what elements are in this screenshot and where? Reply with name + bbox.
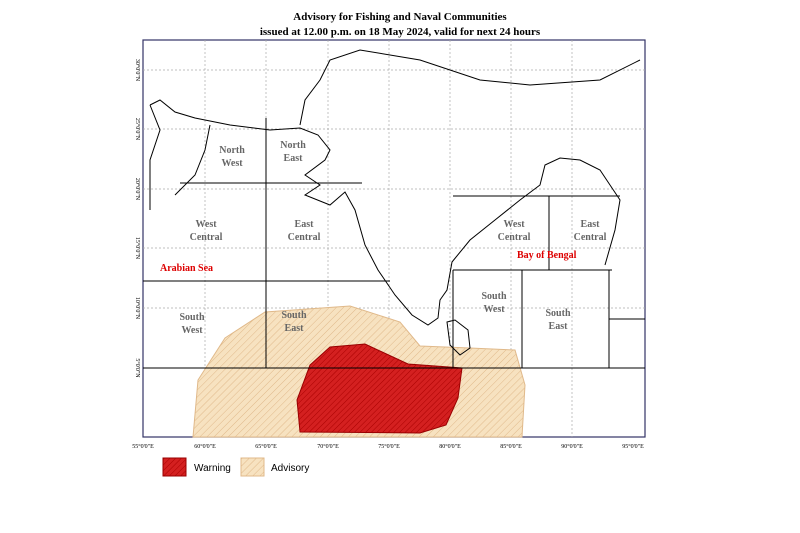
region-label: Central [498,232,531,243]
lat-label: 20°0'0"N [134,178,141,201]
region-label: Central [190,232,223,243]
region-label: East [549,321,569,332]
coastline [149,104,211,210]
lat-label: 15°0'0"N [134,237,141,260]
sea-label: Arabian Sea [160,263,213,274]
region-label: East [295,219,315,230]
lon-label: 60°0'0"E [194,443,216,450]
legend-label: Advisory [271,463,309,474]
lon-label: 75°0'0"E [378,443,400,450]
lon-label: 55°0'0"E [132,443,154,450]
region-label: South [545,308,570,319]
lon-label: 85°0'0"E [500,443,522,450]
region-label: East [284,153,304,164]
lat-label: 5°0'0"N [134,358,141,378]
lon-label: 90°0'0"E [561,443,583,450]
legend-swatch [240,457,265,477]
region-label: East [581,219,601,230]
region-label: West [503,219,525,230]
region-label: Central [574,232,607,243]
lon-label: 70°0'0"E [317,443,339,450]
legend-label: Warning [194,463,231,474]
border [299,49,641,126]
warning-area [296,343,463,434]
region-label: South [281,310,306,321]
region-label: South [481,291,506,302]
island [446,319,471,356]
sea-label: Bay of Bengal [517,250,577,261]
region-label: West [181,325,203,336]
subtitle: issued at 12.00 p.m. on 18 May 2024, val… [260,26,541,38]
lat-label: 30°0'0"N [134,59,141,82]
lat-label: 10°0'0"N [134,297,141,320]
region-label: East [285,323,305,334]
region-label: West [195,219,217,230]
region-label: Central [288,232,321,243]
lat-label: 25°0'0"N [134,118,141,141]
lon-label: 95°0'0"E [622,443,644,450]
region-label: North [280,140,306,151]
region-label: North [219,145,245,156]
region-label: West [483,304,505,315]
zones [143,118,645,369]
region-label: South [179,312,204,323]
coastline [149,99,621,326]
legend-swatch [162,457,187,477]
lon-label: 80°0'0"E [439,443,461,450]
lon-label: 65°0'0"E [255,443,277,450]
region-label: West [221,158,243,169]
region-labels: North West North East West Central East Central… [179,140,606,336]
title: Advisory for Fishing and Naval Communiti… [293,11,507,23]
